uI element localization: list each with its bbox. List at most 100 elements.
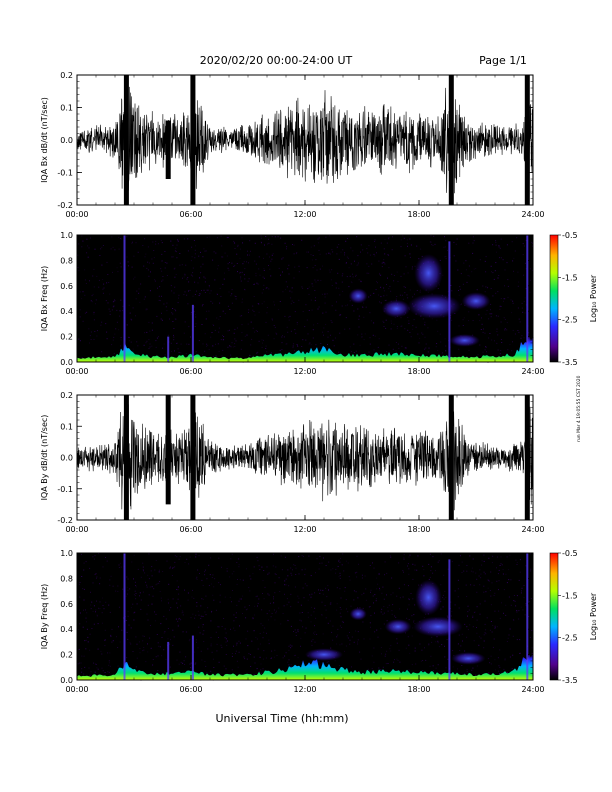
noise-speckle — [457, 643, 459, 645]
noise-speckle — [223, 278, 225, 280]
noise-speckle — [186, 558, 188, 560]
noise-speckle — [498, 670, 500, 672]
noise-speckle — [390, 328, 392, 330]
noise-speckle — [184, 291, 186, 293]
noise-speckle — [216, 317, 218, 319]
noise-speckle — [339, 588, 341, 590]
noise-speckle — [518, 610, 520, 612]
noise-speckle — [112, 339, 114, 341]
noise-speckle — [490, 571, 492, 573]
noise-speckle — [340, 608, 342, 610]
noise-speckle — [252, 305, 254, 307]
noise-speckle — [290, 297, 292, 299]
noise-speckle — [488, 337, 490, 339]
noise-speckle — [225, 654, 227, 655]
noise-speckle — [487, 578, 489, 580]
noise-speckle — [325, 253, 327, 255]
noise-speckle — [515, 559, 517, 561]
noise-speckle — [83, 599, 85, 601]
noise-speckle — [385, 663, 387, 665]
noise-speckle — [294, 654, 296, 656]
noise-speckle — [118, 248, 120, 250]
noise-speckle — [336, 253, 338, 255]
noise-speckle — [340, 557, 341, 559]
noise-speckle — [266, 632, 267, 634]
noise-speckle — [354, 572, 356, 574]
noise-speckle — [211, 611, 212, 613]
noise-speckle — [221, 566, 222, 568]
noise-speckle — [111, 236, 113, 238]
noise-speckle — [282, 335, 283, 336]
noise-speckle — [212, 355, 214, 357]
noise-speckle — [366, 248, 368, 250]
noise-speckle — [85, 617, 87, 619]
noise-speckle — [512, 302, 514, 304]
noise-speckle — [388, 288, 390, 290]
noise-speckle — [255, 596, 257, 598]
noise-speckle — [176, 342, 178, 344]
noise-speckle — [317, 279, 319, 281]
noise-speckle — [270, 616, 272, 618]
noise-speckle — [400, 325, 402, 327]
noise-speckle — [200, 272, 202, 274]
noise-speckle — [178, 297, 179, 299]
noise-speckle — [294, 311, 296, 313]
noise-speckle — [102, 279, 104, 280]
noise-speckle — [165, 672, 167, 674]
noise-speckle — [109, 310, 111, 312]
noise-speckle — [285, 652, 287, 654]
noise-speckle — [348, 267, 350, 269]
noise-speckle — [376, 281, 377, 283]
noise-speckle — [173, 292, 175, 294]
noise-speckle — [191, 246, 193, 248]
noise-speckle — [409, 289, 411, 291]
noise-speckle — [338, 559, 340, 561]
noise-speckle — [387, 606, 389, 608]
noise-speckle — [88, 247, 90, 249]
noise-speckle — [485, 256, 487, 258]
noise-speckle — [353, 641, 355, 643]
noise-speckle — [86, 238, 88, 240]
noise-speckle — [248, 311, 249, 313]
noise-speckle — [289, 290, 291, 292]
noise-speckle — [470, 584, 472, 586]
noise-speckle — [89, 280, 90, 282]
trace-burst — [165, 120, 171, 179]
noise-speckle — [302, 339, 304, 341]
noise-speckle — [241, 324, 243, 326]
noise-speckle — [192, 613, 194, 615]
noise-speckle — [512, 300, 514, 302]
noise-speckle — [332, 625, 334, 627]
noise-speckle — [205, 318, 207, 320]
noise-speckle — [102, 597, 104, 599]
noise-speckle — [185, 353, 187, 355]
noise-speckle — [137, 251, 139, 253]
noise-speckle — [500, 556, 502, 558]
noise-speckle — [214, 329, 216, 331]
noise-speckle — [133, 278, 135, 280]
noise-speckle — [210, 300, 212, 302]
noise-speckle — [136, 290, 138, 292]
noise-speckle — [482, 285, 484, 287]
noise-speckle — [86, 621, 87, 623]
noise-speckle — [261, 672, 262, 674]
noise-speckle — [512, 329, 514, 331]
noise-speckle — [175, 310, 177, 312]
noise-speckle — [482, 351, 484, 353]
noise-speckle — [367, 252, 369, 254]
noise-speckle — [177, 239, 178, 241]
noise-speckle — [522, 254, 524, 256]
noise-speckle — [185, 356, 187, 358]
noise-speckle — [185, 631, 187, 633]
noise-speckle — [224, 313, 226, 315]
noise-speckle — [143, 344, 145, 346]
noise-speckle — [226, 236, 228, 238]
noise-speckle — [199, 293, 201, 295]
noise-speckle — [373, 661, 375, 663]
noise-speckle — [126, 593, 128, 595]
noise-speckle — [368, 296, 370, 298]
noise-speckle — [310, 254, 312, 256]
noise-speckle — [112, 246, 114, 248]
x-tick-label: 24:00 — [521, 685, 544, 694]
noise-speckle — [133, 612, 135, 614]
